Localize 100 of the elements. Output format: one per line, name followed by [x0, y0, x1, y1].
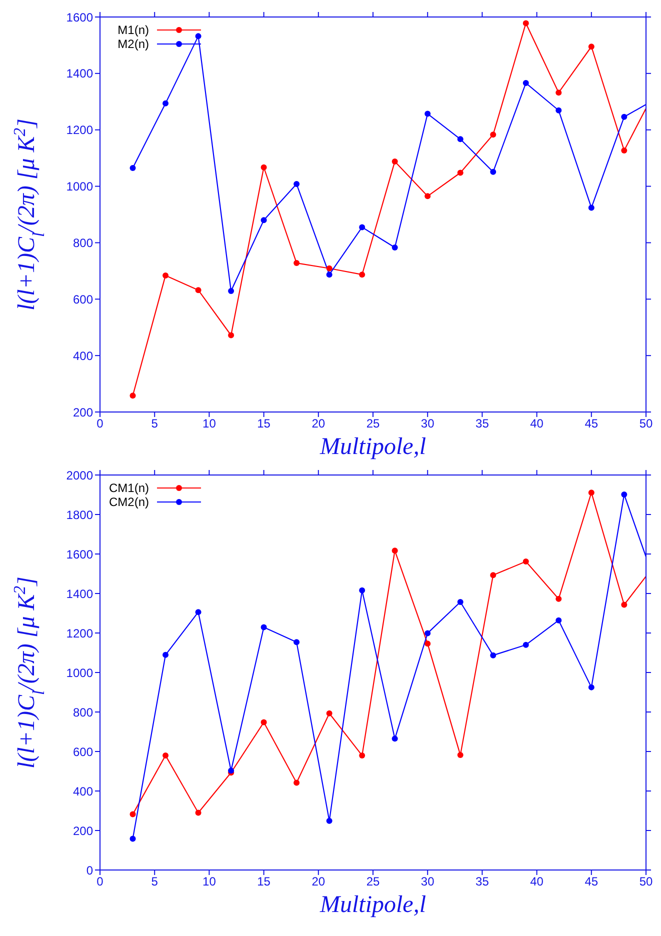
- point: [522, 20, 529, 26]
- point: [424, 630, 431, 636]
- y-tick-label: 200: [72, 405, 94, 420]
- x-tick-label: 45: [584, 874, 598, 889]
- x-tick-label: 20: [312, 416, 326, 431]
- point: [621, 602, 628, 608]
- point: [228, 332, 234, 338]
- point: [392, 244, 398, 251]
- point: [588, 684, 594, 690]
- point: [162, 100, 169, 106]
- point: [326, 272, 332, 278]
- point: [162, 652, 169, 658]
- y-tick-label: 1600: [66, 10, 94, 24]
- point: [490, 572, 496, 578]
- x-tick-label: 15: [257, 874, 271, 889]
- y-tick-label: 400: [72, 348, 94, 363]
- legend-label: CM2(n): [108, 495, 149, 509]
- point: [294, 780, 300, 786]
- point: [294, 260, 300, 266]
- y-tick-label: 1200: [66, 123, 94, 138]
- x-tick-label: 15: [257, 416, 271, 431]
- y-tick-label: 1000: [66, 180, 94, 194]
- y-tick-label: 400: [72, 784, 94, 798]
- point: [621, 492, 628, 498]
- point: [522, 642, 529, 648]
- x-tick-label: 25: [366, 416, 380, 431]
- point: [359, 587, 366, 594]
- point: [424, 640, 431, 647]
- point: [522, 558, 529, 565]
- point: [457, 170, 464, 176]
- point: [260, 217, 267, 224]
- point: [326, 710, 332, 716]
- x-axis-title: Multipole,l: [319, 434, 426, 460]
- x-tick-label: 0: [96, 416, 104, 431]
- x-tick-label: 35: [476, 874, 490, 889]
- point: [294, 639, 300, 646]
- point: [130, 164, 136, 171]
- y-tick-label: 600: [72, 744, 94, 759]
- x-tick-label: 40: [530, 416, 544, 431]
- y-tick-label: 2000: [66, 468, 94, 482]
- point: [490, 168, 496, 175]
- y-tick-label: 800: [72, 236, 94, 250]
- x-tick-label: 30: [420, 874, 435, 889]
- y-tick-label: 800: [72, 705, 94, 720]
- y-tick-label: 1600: [66, 547, 94, 562]
- x-tick-label: 25: [366, 874, 380, 889]
- point: [195, 287, 202, 294]
- point: [588, 204, 594, 211]
- point: [457, 136, 464, 142]
- point: [260, 164, 267, 170]
- point: [359, 224, 366, 230]
- x-tick-label: 30: [420, 416, 435, 431]
- x-tick-label: 0: [96, 874, 104, 889]
- point: [490, 652, 496, 658]
- point: [424, 110, 431, 117]
- y-tick-label: 1000: [66, 666, 94, 680]
- point: [457, 752, 464, 758]
- point: [326, 265, 332, 272]
- point: [195, 33, 202, 40]
- x-tick-label: 5: [151, 874, 158, 889]
- x-tick-label: 40: [530, 874, 544, 889]
- point: [392, 548, 398, 554]
- point: [130, 392, 136, 399]
- point: [621, 147, 628, 154]
- legend-label: M2(n): [118, 37, 149, 51]
- point: [556, 617, 562, 624]
- y-tick-label: 1800: [66, 508, 94, 522]
- point: [260, 624, 267, 630]
- x-tick-label: 5: [151, 416, 158, 431]
- point: [556, 596, 562, 602]
- y-tick-label: 1400: [66, 586, 94, 601]
- point: [195, 810, 202, 816]
- x-tick-label: 35: [476, 416, 490, 431]
- point: [260, 719, 267, 726]
- point: [522, 80, 529, 86]
- y-tick-label: 1200: [66, 626, 94, 640]
- point: [424, 193, 431, 200]
- point: [162, 752, 169, 758]
- y-tick-label: 200: [72, 824, 94, 838]
- point: [359, 752, 366, 758]
- point: [457, 598, 464, 605]
- x-tick-label: 45: [584, 416, 598, 431]
- legend-label: CM1(n): [108, 481, 149, 495]
- y-tick-label: 1400: [66, 66, 94, 81]
- point: [228, 288, 234, 294]
- point: [392, 158, 398, 164]
- y-tick-label: 600: [72, 292, 94, 306]
- x-tick-label: 50: [639, 874, 653, 889]
- point: [556, 90, 562, 96]
- point: [162, 272, 169, 278]
- x-tick-label: 50: [639, 416, 653, 431]
- point: [588, 44, 594, 50]
- point: [130, 811, 136, 818]
- point: [359, 272, 366, 278]
- x-tick-label: 10: [202, 416, 216, 431]
- legend-label: M1(n): [118, 23, 149, 37]
- point: [588, 490, 594, 496]
- point: [556, 107, 562, 114]
- x-tick-label: 10: [202, 874, 216, 889]
- x-axis-title: Multipole,l: [319, 892, 426, 918]
